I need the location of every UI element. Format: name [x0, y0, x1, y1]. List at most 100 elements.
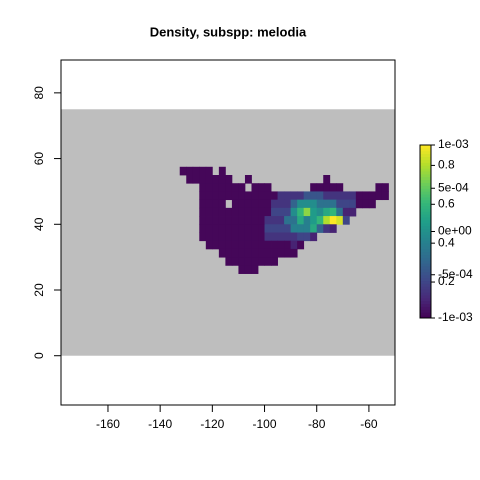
x-tick-label: -160 [96, 417, 120, 431]
colorbar-slice [420, 294, 431, 299]
colorbar-slice [420, 289, 431, 293]
raster-cell [225, 248, 233, 258]
raster-cell [323, 183, 331, 192]
colorbar-slice [420, 159, 431, 163]
raster-cell [238, 183, 246, 192]
x-tick-label: -60 [360, 417, 378, 431]
raster-cell [258, 248, 265, 258]
raster-cell [251, 183, 259, 192]
raster-cell [310, 224, 318, 233]
colorbar-slice [420, 271, 431, 276]
x-tick-label: -140 [148, 417, 172, 431]
raster-cell [218, 224, 226, 233]
raster-cell [258, 216, 265, 225]
colorbar-slice [420, 283, 431, 287]
colorbar-slice [420, 231, 431, 235]
raster-cell [231, 216, 239, 225]
raster-cell [212, 216, 220, 225]
raster-cell [218, 183, 226, 192]
colorbar-slice [420, 205, 431, 209]
raster-cell [199, 216, 207, 225]
raster-cell [238, 216, 246, 225]
raster-cell [271, 224, 278, 233]
raster-cell [218, 216, 226, 225]
raster-cell [271, 240, 278, 250]
colorbar-slice [420, 300, 431, 305]
colorbar-slice [420, 182, 431, 186]
raster-cell [205, 207, 213, 217]
colorbar-slice [420, 185, 431, 189]
raster-cell [277, 207, 285, 217]
raster-cell [297, 199, 305, 209]
raster-cell [323, 224, 331, 233]
raster-cell [264, 216, 272, 225]
raster-cell [238, 199, 246, 209]
colorbar-slice [420, 237, 431, 241]
colorbar-slice [420, 199, 431, 204]
raster-cell [303, 199, 311, 209]
raster-cell [251, 265, 259, 274]
raster-cell [271, 207, 278, 217]
raster-cell [355, 191, 363, 201]
colorbar-tick-label: 0.2 [438, 274, 455, 288]
raster-cell [231, 199, 239, 209]
colorbar-slice [420, 254, 431, 258]
raster-cell [225, 240, 233, 250]
colorbar-slice [420, 214, 431, 218]
raster-cell [336, 216, 344, 225]
colorbar-slice [420, 191, 431, 195]
y-tick-label: 20 [32, 283, 46, 297]
raster-cell [218, 232, 226, 242]
raster-cell [381, 183, 389, 192]
raster-cell [238, 240, 246, 250]
raster-cell [238, 207, 246, 217]
raster-cell [212, 175, 220, 184]
raster-cell [244, 265, 252, 274]
raster-cell [225, 224, 233, 233]
colorbar-slice [420, 150, 431, 155]
raster-cell [205, 232, 213, 242]
raster-cell [205, 224, 213, 233]
raster-cell [238, 232, 246, 242]
raster-cell [258, 191, 265, 201]
raster-cell [244, 248, 252, 258]
colorbar-slice [420, 280, 431, 284]
colorbar-slice [420, 162, 431, 166]
raster-cell [297, 240, 305, 250]
raster-cell [310, 191, 318, 201]
raster-cell [349, 191, 357, 201]
raster-cell [303, 191, 311, 201]
raster-cell [251, 207, 259, 217]
raster-cell [231, 224, 239, 233]
raster-cell [238, 248, 246, 258]
raster-cell [342, 207, 350, 217]
colorbar-tick-label: 0.6 [438, 196, 455, 210]
raster-cell [258, 232, 265, 242]
colorbar-slice [420, 228, 431, 232]
colorbar-slice [420, 286, 431, 290]
raster-cell [258, 240, 265, 250]
raster-cell [244, 216, 252, 225]
colorbar-slice [420, 309, 431, 313]
colorbar-slice [420, 240, 431, 244]
raster-cell [264, 207, 272, 217]
raster-cell [336, 183, 344, 192]
raster-cell [290, 207, 298, 217]
raster-cell [342, 216, 350, 225]
y-tick-label: 0 [32, 352, 46, 359]
raster-cell [212, 199, 220, 209]
raster-cell [199, 183, 207, 192]
raster-cell [205, 175, 213, 184]
raster-cell [368, 191, 376, 201]
raster-cell [225, 232, 233, 242]
raster-cell [362, 199, 370, 209]
raster-cell [290, 199, 298, 209]
colorbar-tick-label: -1e-03 [438, 310, 473, 324]
raster-cell [205, 216, 213, 225]
raster-cell [212, 224, 220, 233]
raster-cell [310, 232, 318, 242]
raster-cell [179, 166, 187, 176]
raster-cell [310, 216, 318, 225]
raster-cell [231, 240, 239, 250]
raster-cell [251, 224, 259, 233]
